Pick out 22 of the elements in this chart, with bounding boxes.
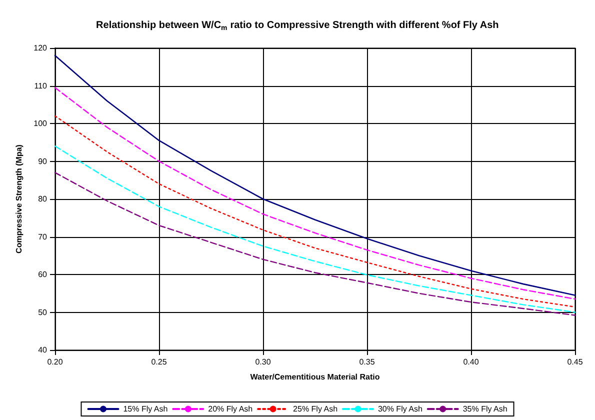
x-tick-label: 0.35 xyxy=(359,358,376,366)
y-tick-label: 90 xyxy=(38,156,48,166)
legend-label: 15% Fly Ash xyxy=(123,404,168,414)
x-tick-label: 0.40 xyxy=(463,358,480,366)
y-tick-label: 100 xyxy=(34,119,48,128)
x-tick-label: 0.45 xyxy=(567,358,584,366)
x-tick-label: 0.20 xyxy=(47,358,64,366)
legend-label: 20% Fly Ash xyxy=(208,404,253,414)
y-tick-label: 70 xyxy=(38,232,48,242)
x-axis-title: Water/Cementitious Material Ratio xyxy=(250,372,380,382)
y-tick-label: 40 xyxy=(38,346,48,354)
x-tick-label: 0.30 xyxy=(255,358,272,366)
x-tick-label: 0.25 xyxy=(151,358,168,366)
y-tick-label: 110 xyxy=(34,81,48,90)
legend-label: 25% Fly Ash xyxy=(293,404,338,414)
y-tick-label: 50 xyxy=(38,308,48,317)
y-tick-label: 60 xyxy=(38,270,48,279)
y-tick-label: 120 xyxy=(34,44,48,52)
legend-label: 35% Fly Ash xyxy=(462,404,508,414)
y-axis-title: Compressive Strength (Mpa) xyxy=(14,144,24,254)
legend-label: 30% Fly Ash xyxy=(378,404,422,414)
y-tick-label: 80 xyxy=(38,194,48,204)
